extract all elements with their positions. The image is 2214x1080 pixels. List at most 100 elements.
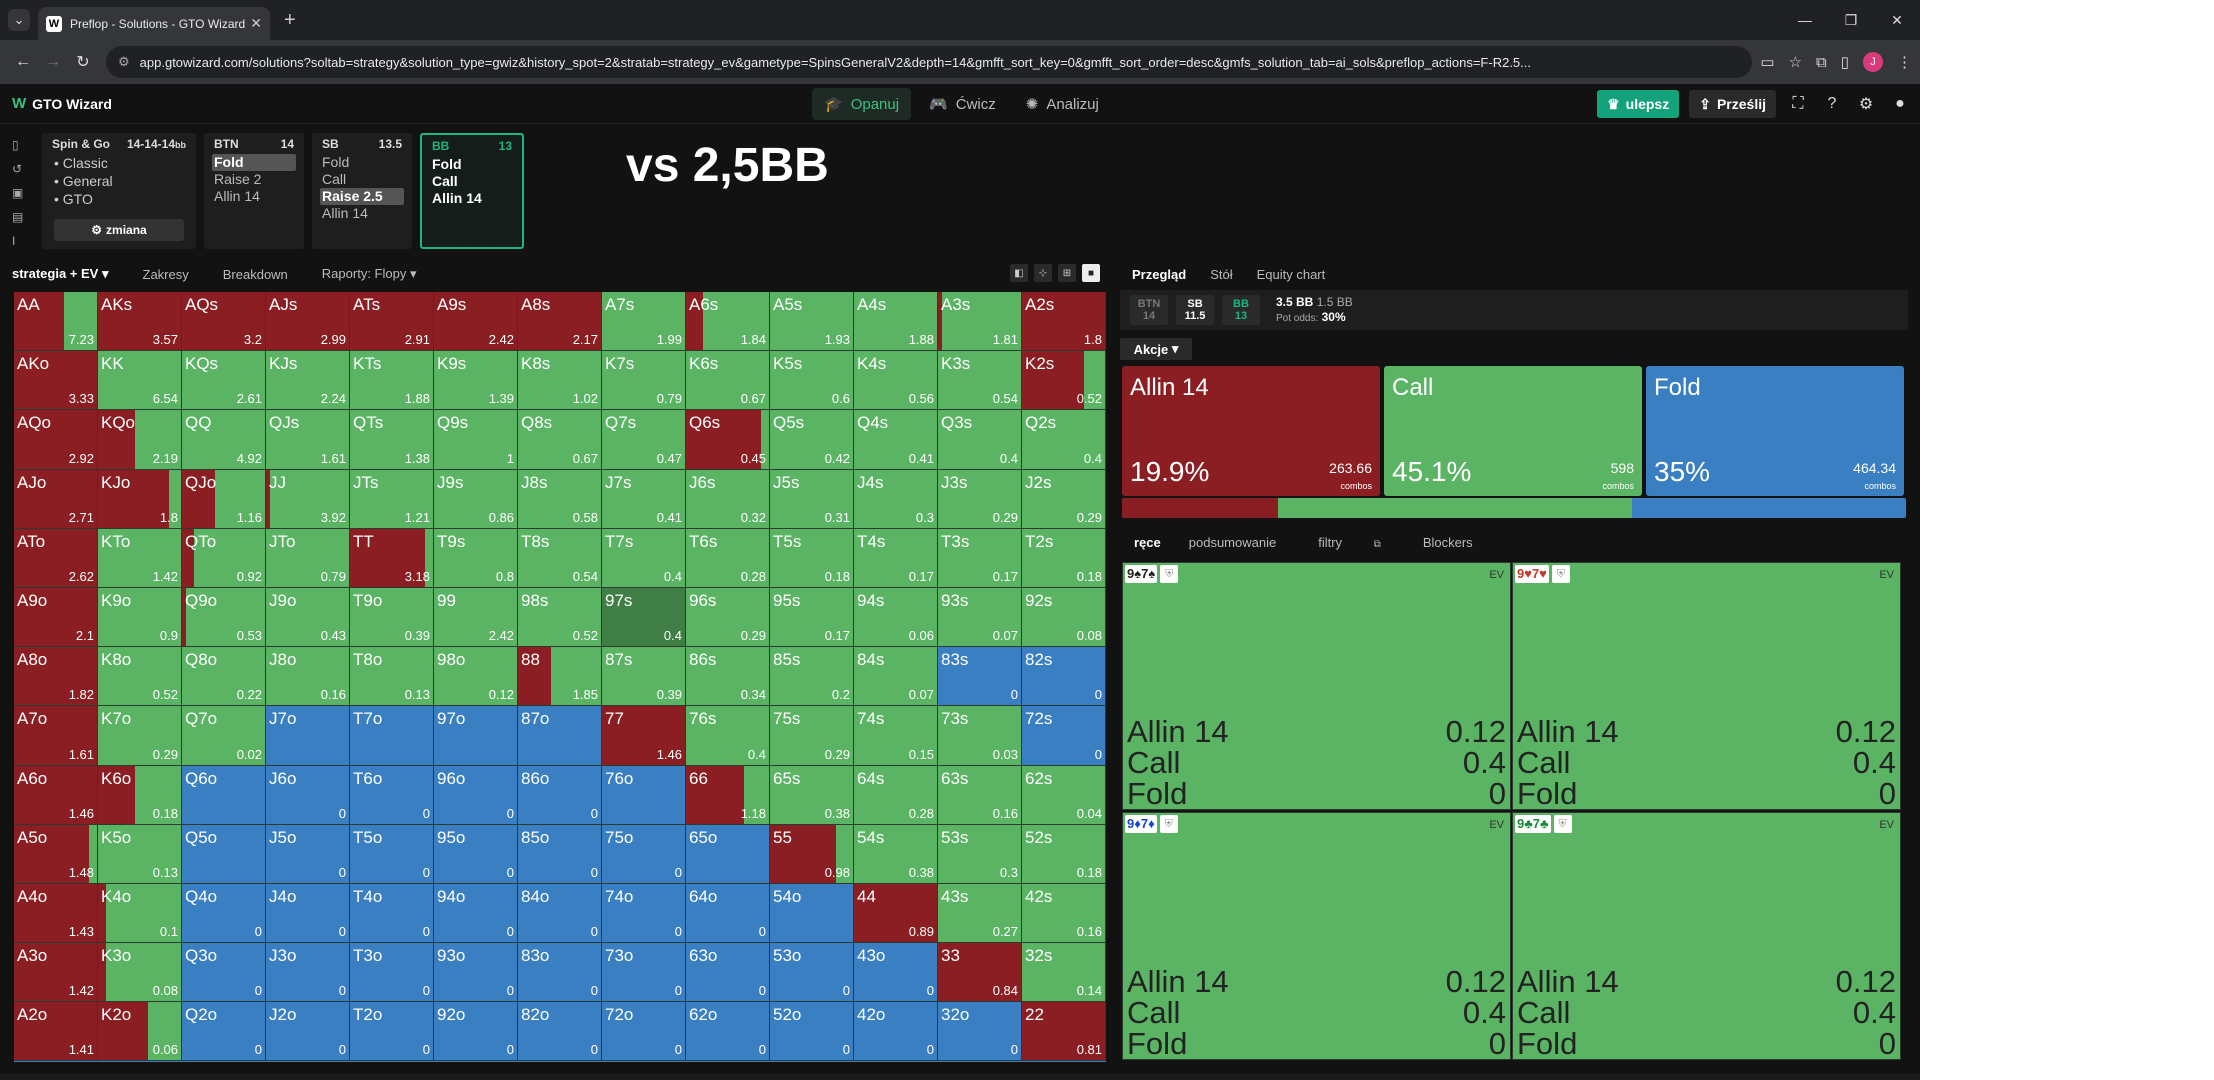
text-cursor-icon[interactable]: I bbox=[12, 234, 16, 248]
hand-cell[interactable]: 55 0.98 bbox=[770, 824, 854, 884]
hand-cell[interactable]: 95s 0.17 bbox=[770, 587, 854, 648]
action-fold[interactable]: Fold bbox=[432, 156, 462, 172]
view-compact-icon[interactable]: ◧ bbox=[1010, 264, 1028, 282]
hand-cell[interactable]: T2o 0 bbox=[350, 1002, 434, 1062]
hand-cell[interactable]: 98s 0.52 bbox=[518, 587, 602, 648]
hand-cell[interactable]: Q3s 0.4 bbox=[938, 410, 1022, 470]
hand-cell[interactable]: 88 1.85 bbox=[518, 647, 602, 707]
hand-cell[interactable]: K5s 0.6 bbox=[770, 351, 854, 411]
hand-cell[interactable]: A9s 2.42 bbox=[434, 292, 518, 352]
hand-cell[interactable]: A9o 2.1 bbox=[14, 587, 98, 648]
hand-cell[interactable]: 86o 0 bbox=[518, 765, 602, 825]
view-grid-small-icon[interactable]: ⊹ bbox=[1034, 264, 1052, 282]
hand-cell[interactable]: J2o 0 bbox=[266, 1002, 350, 1062]
hand-cell[interactable]: K7s 0.79 bbox=[602, 351, 686, 411]
hand-cell[interactable]: 66 1.18 bbox=[686, 765, 770, 825]
tab-flop-reports[interactable]: Raporty: Flopy ▾ bbox=[322, 266, 417, 282]
hand-cell[interactable]: AKs 3.57 bbox=[98, 292, 182, 352]
hand-cell[interactable]: K6s 0.67 bbox=[686, 351, 770, 411]
hand-cell[interactable]: 97s 0.4 bbox=[602, 587, 686, 648]
hand-cell[interactable]: Q2o 0 bbox=[182, 1002, 266, 1062]
hand-cell[interactable]: KQs 2.61 bbox=[182, 351, 266, 411]
hand-cell[interactable]: 73s 0.03 bbox=[938, 706, 1022, 766]
tab-equity-chart[interactable]: Equity chart bbox=[1256, 266, 1326, 282]
hand-cell[interactable]: 54o bbox=[770, 883, 854, 944]
hand-cell[interactable]: 83s 0 bbox=[938, 647, 1022, 707]
hand-cell[interactable]: 92o 0 bbox=[434, 1002, 518, 1062]
hand-cell[interactable]: KQo 2.19 bbox=[98, 410, 182, 470]
combo-cell[interactable]: 9♣7♣ ⛨ EV Allin 14 0.12 Call 0.4 Fold 0 bbox=[1512, 812, 1901, 1060]
hand-cell[interactable]: 53s 0.3 bbox=[938, 824, 1022, 884]
tab-hands[interactable]: ręce bbox=[1134, 534, 1161, 550]
hand-cell[interactable]: T4o 0 bbox=[350, 883, 434, 944]
close-window-icon[interactable]: ✕ bbox=[1891, 11, 1903, 28]
hand-cell[interactable]: Q4s 0.41 bbox=[854, 410, 938, 470]
hand-cell[interactable]: Q6o bbox=[182, 765, 266, 825]
hand-cell[interactable]: 93o 0 bbox=[434, 943, 518, 1003]
hand-cell[interactable]: J2s 0.29 bbox=[1022, 469, 1106, 529]
hand-cell[interactable]: K4s 0.56 bbox=[854, 351, 938, 411]
action-allin[interactable]: Allin 14 bbox=[214, 188, 260, 204]
hand-cell[interactable]: Q7o 0.02 bbox=[182, 706, 266, 766]
app-logo[interactable]: W GTO Wizard bbox=[12, 95, 112, 112]
hand-cell[interactable]: AQs 3.2 bbox=[182, 292, 266, 352]
action-fold[interactable]: Fold bbox=[212, 154, 296, 171]
tab-blockers[interactable]: Blockers bbox=[1422, 534, 1473, 550]
action-box-fold[interactable]: Fold 35% 464.34 combos bbox=[1646, 366, 1904, 496]
position-card-bb[interactable]: BB 13 Fold Call Allin 14 bbox=[420, 133, 524, 249]
hand-cell[interactable]: J8s 0.58 bbox=[518, 469, 602, 529]
hand-cell[interactable]: Q8s 0.67 bbox=[518, 410, 602, 470]
hand-cell[interactable]: 52o 0 bbox=[770, 1002, 854, 1062]
hand-cell[interactable]: KK 6.54 bbox=[98, 351, 182, 411]
hand-cell[interactable]: KTo 1.42 bbox=[98, 528, 182, 588]
hand-cell[interactable]: 97o bbox=[434, 706, 518, 766]
hand-cell[interactable]: T2s 0.18 bbox=[1022, 528, 1106, 588]
hand-cell[interactable]: A4o 1.43 bbox=[14, 883, 98, 944]
hand-cell[interactable]: A6s 1.84 bbox=[686, 292, 770, 352]
hand-cell[interactable]: J9s 0.86 bbox=[434, 469, 518, 529]
site-info-icon[interactable]: ⚙ bbox=[118, 54, 130, 69]
combo-cell[interactable]: 9♥7♥ ⛨ EV Allin 14 0.12 Call 0.4 Fold 0 bbox=[1512, 562, 1901, 810]
new-tab-button[interactable]: + bbox=[284, 9, 296, 31]
hand-cell[interactable]: 52s 0.18 bbox=[1022, 824, 1106, 884]
action-allin[interactable]: Allin 14 bbox=[322, 205, 368, 221]
hand-cell[interactable]: 65o bbox=[686, 824, 770, 884]
hand-cell[interactable]: AJs 2.99 bbox=[266, 292, 350, 352]
action-box-call[interactable]: Call 45.1% 598 combos bbox=[1384, 366, 1642, 496]
hand-cell[interactable]: T6o 0 bbox=[350, 765, 434, 825]
hand-cell[interactable]: J9o 0.43 bbox=[266, 587, 350, 648]
position-card-sb[interactable]: SB 13.5 Fold Call Raise 2.5 Allin 14 bbox=[312, 133, 412, 249]
combo-cell[interactable]: 9♠7♠ ⛨ EV Allin 14 0.12 Call 0.4 Fold 0 bbox=[1122, 562, 1511, 810]
hand-cell[interactable]: K2s 0.52 bbox=[1022, 351, 1106, 411]
hand-cell[interactable]: 99 2.42 bbox=[434, 587, 518, 648]
hand-cell[interactable]: 83o 0 bbox=[518, 943, 602, 1003]
hand-cell[interactable]: 22 0.81 bbox=[1022, 1002, 1106, 1062]
hand-cell[interactable]: K8o 0.52 bbox=[98, 647, 182, 707]
action-fold[interactable]: Fold bbox=[322, 154, 350, 170]
settings-gear-icon[interactable]: ⚙ bbox=[1858, 96, 1874, 113]
restore-icon[interactable]: ❐ bbox=[1844, 11, 1858, 28]
hand-cell[interactable]: Q2s 0.4 bbox=[1022, 410, 1106, 470]
hand-cell[interactable]: K2o 0.06 bbox=[98, 1002, 182, 1062]
hand-cell[interactable]: 87s 0.39 bbox=[602, 647, 686, 707]
screenshot-icon[interactable]: ⛶ bbox=[1792, 95, 1804, 112]
hand-cell[interactable]: QTs 1.38 bbox=[350, 410, 434, 470]
hand-cell[interactable]: J3s 0.29 bbox=[938, 469, 1022, 529]
menu-icon[interactable]: ⋮ bbox=[1897, 54, 1912, 71]
hand-cell[interactable]: J6o 0 bbox=[266, 765, 350, 825]
hand-cell[interactable]: 72o 0 bbox=[602, 1002, 686, 1062]
hand-cell[interactable]: K8s 1.02 bbox=[518, 351, 602, 411]
hand-cell[interactable]: 32s 0.14 bbox=[1022, 943, 1106, 1003]
hand-cell[interactable]: J7s 0.41 bbox=[602, 469, 686, 529]
hand-cell[interactable]: K3s 0.54 bbox=[938, 351, 1022, 411]
hand-cell[interactable]: K4o 0.1 bbox=[98, 883, 182, 944]
actions-dropdown[interactable]: Akcje ▾ bbox=[1120, 338, 1192, 360]
hand-cell[interactable]: T3o 0 bbox=[350, 943, 434, 1003]
hand-cell[interactable]: Q8o 0.22 bbox=[182, 647, 266, 707]
hand-cell[interactable]: KTs 1.88 bbox=[350, 351, 434, 411]
hand-cell[interactable]: Q5o bbox=[182, 824, 266, 884]
hand-cell[interactable]: AJo 2.71 bbox=[14, 469, 98, 529]
hand-cell[interactable]: K3o 0.08 bbox=[98, 943, 182, 1003]
hand-cell[interactable]: 74s 0.15 bbox=[854, 706, 938, 766]
hand-cell[interactable]: T5s 0.18 bbox=[770, 528, 854, 588]
